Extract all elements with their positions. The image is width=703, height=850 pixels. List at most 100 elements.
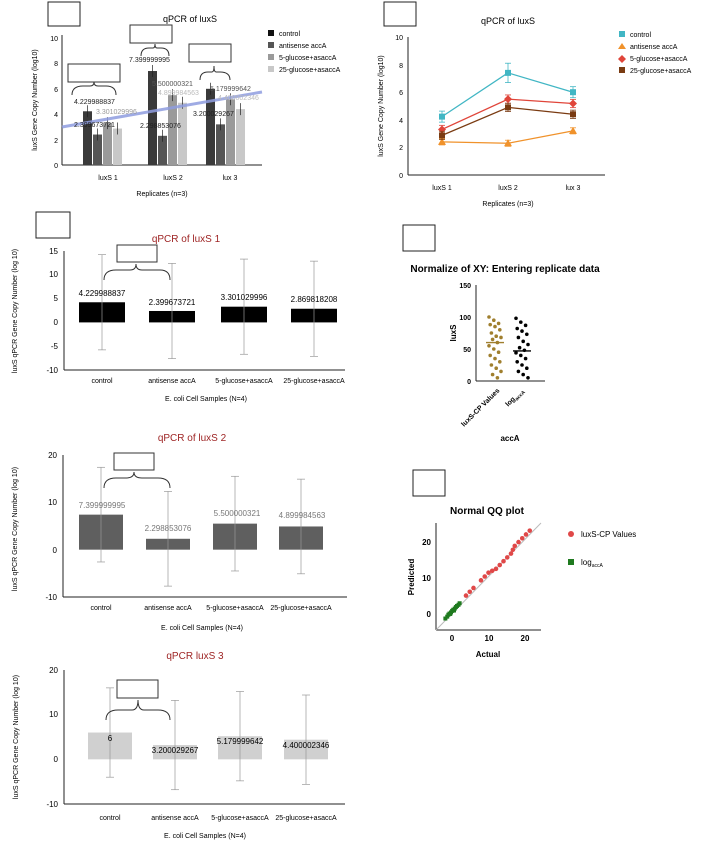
data-label: 5.179999642 (217, 737, 264, 746)
panel-label-box (412, 469, 446, 497)
data-point (508, 551, 514, 556)
data-label: 3.301029996 (221, 293, 268, 302)
x-axis-label: Replicates (n=3) (482, 201, 533, 208)
y-tick-label: 4 (54, 112, 58, 119)
x-axis-label: Actual (476, 650, 500, 659)
y-tick-label: 8 (399, 63, 403, 70)
x-tick-label: lux 3 (223, 175, 238, 182)
chart-title: qPCR luxS 3 (166, 651, 224, 662)
data-point (504, 95, 512, 104)
data-point (482, 574, 488, 579)
y-tick-label: 2 (54, 138, 58, 145)
x-axis-label: E. coli Cell Samples (N=4) (164, 833, 246, 840)
legend-label: control (630, 32, 651, 39)
legend: control antisense accA 5-glucose+asaccA … (268, 30, 341, 74)
trend-line (61, 90, 263, 129)
data-point (496, 350, 501, 355)
data-point (516, 335, 521, 340)
data-label: 3.200029267 (152, 746, 199, 755)
callout-brace (103, 263, 171, 281)
legend-main: log (581, 558, 592, 567)
x-tick-label: 0 (450, 634, 455, 643)
data-point (516, 369, 521, 374)
data-point (523, 532, 529, 537)
panel-label-box (35, 211, 71, 239)
legend-label: 25-glucose+asaccA (279, 67, 341, 74)
data-point (501, 558, 506, 564)
panel-line-replicates: qPCR of luxS 0 2 4 6 8 10 luxS 1 luxS 2 … (378, 1, 692, 208)
y-tick-label: 10 (422, 574, 431, 583)
data-point (463, 593, 469, 598)
data-point (523, 323, 528, 328)
panel-scatter-replicate: Normalize of XY: Entering replicate data… (402, 224, 600, 443)
data-label: 4.229988837 (79, 289, 126, 298)
data-point (510, 547, 516, 553)
y-axis-label: Predicted (407, 559, 416, 596)
legend-subscript: accA (592, 563, 604, 569)
data-point (489, 331, 494, 335)
callout-brace (105, 699, 171, 721)
y-tick-group: 0 2 4 6 8 10 (50, 36, 58, 170)
x-tick-label: lux 3 (566, 185, 581, 192)
legend-swatch (568, 531, 574, 537)
data-point (471, 585, 476, 591)
callout-brace (199, 65, 231, 81)
bar-group (79, 254, 337, 359)
data-point (493, 356, 497, 361)
data-point (515, 360, 519, 364)
data-point (525, 366, 529, 371)
data-label: 5.179999642 (210, 86, 251, 93)
x-tick-label: control (99, 815, 120, 822)
x-tick-label: 25-glucose+asaccA (270, 605, 332, 612)
y-axis-label: luxS (449, 324, 458, 342)
y-tick-label: -10 (46, 366, 58, 375)
data-point (514, 351, 518, 355)
data-point (439, 132, 445, 139)
legend-swatch (268, 54, 274, 60)
dot-group (486, 315, 531, 380)
data-point (490, 372, 495, 377)
bar (216, 124, 225, 165)
data-point (570, 111, 576, 118)
data-point (499, 335, 503, 340)
data-point (521, 372, 525, 377)
bar (206, 88, 215, 165)
chart-title: qPCR of luxS 2 (158, 433, 227, 444)
bar (178, 102, 187, 165)
legend-label: antisense accA (630, 44, 678, 51)
bar (93, 134, 102, 165)
data-label: 4.229988837 (74, 99, 115, 106)
x-tick-label: 5-glucose+asaccA (211, 815, 269, 822)
legend-label: luxS-CP Values (581, 530, 636, 539)
x-tick-label: logaccA (505, 387, 528, 410)
data-point (498, 328, 502, 332)
data-label: 2.298853076 (140, 123, 181, 130)
legend-label: 25-glucose+asaccA (630, 68, 692, 75)
x-tick-label: antisense accA (144, 605, 192, 612)
y-axis-label: luxS qPCR Gene Copy Number (log 10) (12, 467, 19, 591)
y-axis-label: luxS qPCR Gene Copy Number (log 10) (12, 249, 19, 373)
x-tick-label: 20 (521, 634, 530, 643)
callout-brace (71, 81, 117, 96)
x-tick-label: antisense accA (151, 815, 199, 822)
data-point (512, 543, 518, 549)
x-tick-label: luxS 2 (498, 185, 518, 192)
y-tick-label: 15 (49, 247, 58, 256)
data-point (526, 376, 530, 380)
legend-swatch (268, 42, 274, 48)
data-point (492, 347, 496, 351)
bar (236, 109, 245, 165)
legend-label: 5-glucose+asaccA (279, 55, 337, 62)
x-axis-label: E. coli Cell Samples (N=4) (161, 625, 243, 632)
y-tick-label: 6 (54, 87, 58, 94)
y-tick-label: 0 (427, 610, 432, 619)
y-tick-label: 0 (399, 173, 403, 180)
data-point (519, 320, 523, 324)
data-point (505, 69, 511, 76)
data-point (569, 126, 577, 134)
data-point (516, 539, 521, 545)
x-tick-label: luxS 1 (432, 185, 452, 192)
x-tick-label: luxS-CP Values (461, 387, 502, 428)
data-point (499, 369, 503, 374)
y-tick-label: 0 (54, 318, 59, 327)
